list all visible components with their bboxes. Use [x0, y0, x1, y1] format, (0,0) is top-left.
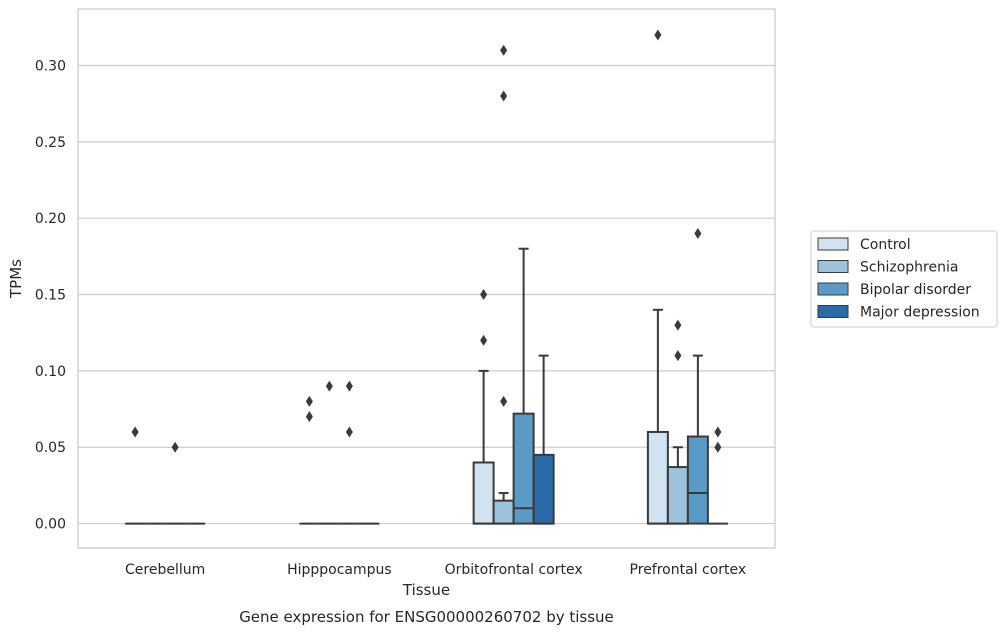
legend-swatch	[817, 282, 849, 296]
outlier-point	[131, 426, 139, 438]
box	[646, 430, 669, 525]
box-control	[299, 395, 320, 525]
y-axis-label: TPMs	[7, 259, 25, 299]
outlier-point	[714, 426, 722, 438]
outlier-point	[305, 411, 313, 423]
x-tick-label: Cerebellum	[125, 562, 205, 578]
legend-swatch	[817, 237, 849, 251]
outlier-point	[345, 426, 353, 438]
box-schizophrenia	[319, 380, 340, 525]
y-tick-label: 0.25	[35, 135, 66, 151]
legend-swatch	[817, 305, 849, 318]
x-tick-label: Orbitofrontal cortex	[445, 562, 583, 578]
box-schizophrenia	[492, 44, 515, 525]
outlier-point	[480, 289, 488, 301]
legend-label: Schizophrenia	[860, 260, 958, 276]
legend-swatch	[817, 260, 849, 273]
legend-box	[810, 230, 998, 328]
legend-label: Bipolar disorder	[860, 282, 971, 298]
box	[492, 499, 515, 525]
box-schizophrenia	[666, 319, 689, 525]
gridlines	[78, 64, 775, 525]
box-major-depression	[707, 426, 728, 525]
outlier-point	[480, 334, 488, 346]
box	[512, 412, 535, 525]
y-tick-label: 0.00	[35, 517, 66, 533]
box-series	[125, 29, 728, 525]
outlier-point	[500, 90, 508, 102]
plot-frame	[77, 8, 776, 549]
y-tick-label: 0.05	[35, 440, 66, 456]
y-tick-labels: 0.00 0.05 0.10 0.15 0.20 0.25 0.30	[35, 58, 66, 532]
x-tick-label: Hipppocampus	[287, 562, 392, 578]
y-tick-label: 0.20	[35, 211, 66, 227]
box	[472, 461, 495, 525]
box-bipolar-disorder	[512, 247, 535, 525]
x-axis-label: Tissue	[402, 581, 450, 599]
outlier-point	[674, 350, 682, 362]
box-bipolar-disorder	[165, 441, 186, 525]
outlier-point	[714, 441, 722, 453]
box	[532, 453, 555, 525]
box	[666, 466, 689, 525]
outlier-point	[305, 395, 313, 407]
legend-label: Control	[860, 237, 911, 253]
outlier-point	[694, 227, 702, 239]
chart-caption: Gene expression for ENSG00000260702 by t…	[239, 608, 614, 626]
x-tick-labels: Cerebellum Hipppocampus Orbitofrontal cort…	[125, 562, 746, 578]
box-control	[472, 289, 495, 525]
y-tick-label: 0.15	[35, 288, 66, 304]
box-control	[646, 29, 669, 525]
outlier-point	[500, 395, 508, 407]
outlier-point	[674, 319, 682, 331]
legend-label: Major depression	[860, 305, 980, 321]
outlier-point	[171, 441, 179, 453]
box-bipolar-disorder	[339, 380, 360, 525]
box-major-depression	[532, 354, 555, 525]
x-tick-label: Prefrontal cortex	[630, 562, 747, 578]
legend: Control Schizophrenia Bipolar disorder Majo…	[810, 230, 998, 328]
y-tick-label: 0.10	[35, 364, 66, 380]
outlier-point	[345, 380, 353, 392]
outlier-point	[325, 380, 333, 392]
outlier-point	[500, 44, 508, 56]
box-control	[125, 426, 146, 525]
y-tick-label: 0.30	[35, 58, 66, 74]
outlier-point	[654, 29, 662, 41]
box	[686, 435, 709, 525]
box-bipolar-disorder	[686, 227, 709, 525]
